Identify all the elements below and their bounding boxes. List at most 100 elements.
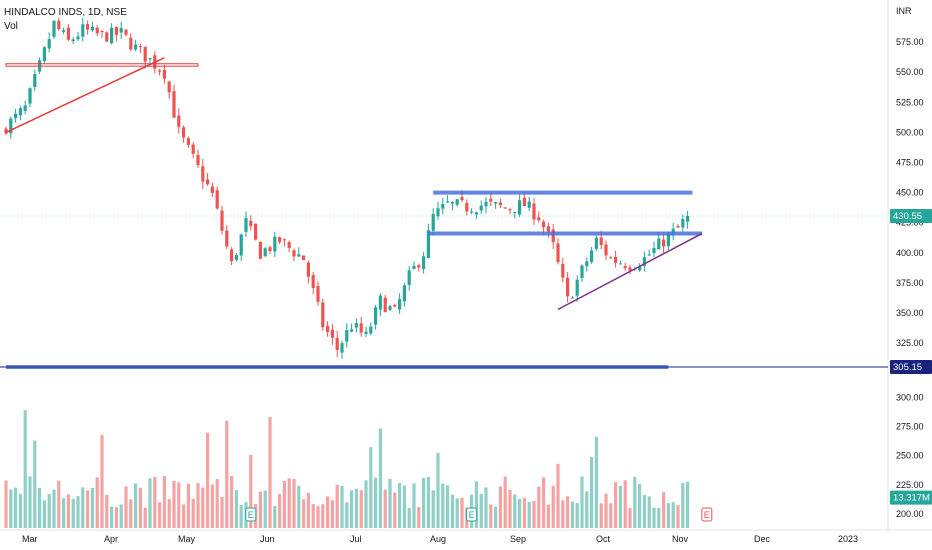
time-tick: Aug xyxy=(430,534,446,544)
candle-body xyxy=(441,203,445,209)
candle-body xyxy=(431,213,435,231)
symbol-title[interactable]: HINDALCO INDS, 1D, NSE xyxy=(4,7,127,18)
candle-body xyxy=(474,212,478,215)
candle-body xyxy=(426,230,430,258)
candle-body xyxy=(254,223,258,240)
last-volume-label: 13.317M xyxy=(893,493,930,504)
candle-body xyxy=(335,337,339,351)
volume-bar xyxy=(86,490,90,528)
candle-body xyxy=(110,27,114,44)
price-tick: 375.00 xyxy=(896,278,924,288)
volume-bar xyxy=(551,485,555,528)
support-label: 305.15 xyxy=(893,362,922,373)
candle-body xyxy=(95,27,99,34)
volume-bar xyxy=(599,503,603,528)
volume-bar xyxy=(426,477,430,528)
volume-bar xyxy=(417,507,421,528)
volume-bar xyxy=(47,494,51,528)
volume-bar xyxy=(633,476,637,528)
candle-body xyxy=(546,226,550,232)
volume-bar xyxy=(210,484,214,528)
candle-body xyxy=(513,211,517,213)
candle-body xyxy=(527,201,531,208)
price-band xyxy=(5,63,199,67)
volume-bar xyxy=(177,482,181,528)
candle-body xyxy=(666,233,670,247)
earnings-marker: E xyxy=(469,510,475,520)
volume-bar xyxy=(580,476,584,528)
candle-body xyxy=(52,20,56,37)
candle-body xyxy=(522,197,526,207)
volume-bar xyxy=(76,496,80,528)
earnings-marker: E xyxy=(248,510,254,520)
volume-bar xyxy=(455,498,459,528)
candle-body xyxy=(417,265,421,268)
volume-bar xyxy=(105,494,109,528)
volume-bar xyxy=(623,480,627,528)
candle-body xyxy=(489,198,493,202)
volume-bar xyxy=(498,486,502,528)
volume-bar xyxy=(230,475,234,528)
volume-bar xyxy=(662,492,666,528)
volume-bar xyxy=(316,506,320,528)
candle-body xyxy=(172,91,176,118)
volume-bar xyxy=(81,487,85,528)
candle-body xyxy=(609,257,613,259)
candle-body xyxy=(321,302,325,328)
volume-bar xyxy=(191,498,195,528)
candle-body xyxy=(306,262,310,277)
candle-body xyxy=(566,277,570,297)
volume-bar xyxy=(537,486,541,528)
volume-bar xyxy=(62,498,66,528)
volume-bar xyxy=(657,508,661,528)
volume-bar xyxy=(354,488,358,528)
volume-bar xyxy=(340,485,344,528)
price-tick: 400.00 xyxy=(896,248,924,258)
volume-tick: 225.00 xyxy=(896,480,924,490)
volume-bar xyxy=(196,483,200,528)
candle-body xyxy=(676,226,680,228)
candle-body xyxy=(158,70,162,72)
candle-body xyxy=(599,237,603,246)
candle-body xyxy=(326,325,330,333)
candle-body xyxy=(330,329,334,338)
volume-bar xyxy=(671,502,675,528)
volume-bar xyxy=(57,480,61,528)
volume-bar xyxy=(215,479,219,528)
candle-body xyxy=(249,220,253,227)
volume-bar xyxy=(278,493,282,528)
candle-body xyxy=(292,250,296,257)
time-tick: Mar xyxy=(22,534,38,544)
volume-bar xyxy=(398,482,402,528)
candle-body xyxy=(350,329,354,332)
price-axis[interactable]: INR325.00350.00375.00400.00425.00450.004… xyxy=(890,6,932,519)
candle-body xyxy=(148,58,152,60)
volume-bar xyxy=(335,484,339,528)
candle-body xyxy=(393,304,397,307)
volume-bar xyxy=(436,452,440,528)
volume-bar xyxy=(28,476,32,528)
last-price-label-bg xyxy=(890,209,932,224)
volume-bar xyxy=(172,480,176,528)
candle-body xyxy=(604,244,608,256)
time-axis[interactable]: Mar Apr May Jun Jul Aug Sep Oct Nov Dec 2023 xyxy=(22,534,858,544)
volume-bars xyxy=(4,410,690,528)
candle-body xyxy=(177,115,181,127)
volume-bar xyxy=(642,495,646,528)
candle-body xyxy=(225,230,229,247)
candle-body xyxy=(23,105,27,111)
volume-bar xyxy=(561,500,565,528)
volume-bar xyxy=(378,428,382,528)
volume-bar xyxy=(114,507,118,528)
volume-bar xyxy=(345,502,349,528)
price-tick: 525.00 xyxy=(896,97,924,107)
volume-bar xyxy=(42,500,46,528)
candle-body xyxy=(119,28,123,33)
candle-body xyxy=(105,32,109,42)
volume-bar xyxy=(638,484,642,528)
price-tick: 450.00 xyxy=(896,188,924,198)
candle-body xyxy=(134,44,138,50)
candle-body xyxy=(62,30,66,32)
candle-body xyxy=(628,267,632,271)
